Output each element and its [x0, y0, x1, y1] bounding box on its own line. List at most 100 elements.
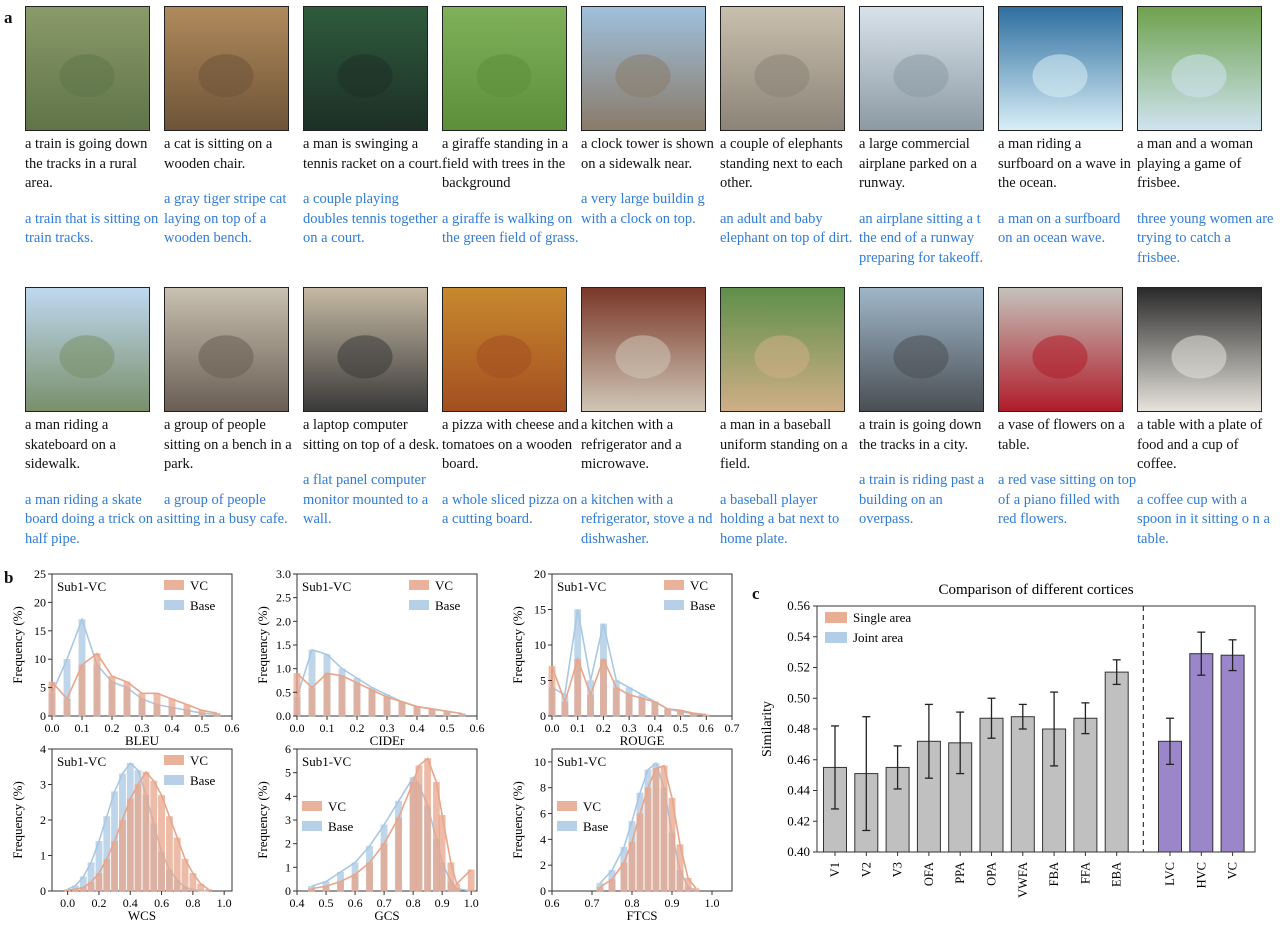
stimulus-image-fill [165, 288, 288, 411]
histogram-bar [134, 784, 142, 892]
x-tick-label: 0.5 [319, 896, 334, 910]
generated-caption: a couple of elephants standing next to e… [720, 136, 843, 191]
x-axis-label: CIDEr [370, 733, 405, 748]
histogram-bar [612, 687, 620, 717]
stimulus-image [998, 287, 1123, 412]
histogram-bar [119, 819, 126, 892]
x-tick-label: 0.5 [673, 721, 688, 735]
ground-truth-caption: a kitchen with a refrigerator, stove a n… [581, 491, 713, 547]
caption-cell: a kitchen with a refrigerator and a micr… [581, 287, 720, 549]
histogram-bar [142, 771, 150, 892]
x-tick-label: 1.0 [217, 896, 232, 910]
y-tick-label: 0 [540, 709, 546, 723]
stimulus-image [1137, 6, 1262, 131]
ground-truth-caption: a couple playing doubles tennis together… [303, 191, 438, 246]
stimulus-image [581, 287, 706, 412]
subject-tag: Sub1-VC [57, 579, 106, 594]
x-tick-label: 0.6 [348, 896, 363, 910]
bar [1010, 716, 1035, 853]
y-tick-label: 0 [40, 884, 46, 898]
histogram-bar [213, 712, 221, 717]
histogram-bar [415, 765, 423, 892]
generated-caption: a table with a plate of food and a cup o… [1137, 417, 1263, 472]
caption-cell: a man riding a surfboard on a wave in th… [998, 6, 1137, 249]
caption-cell: a giraffe standing in a field with trees… [442, 6, 581, 249]
bleu-histogram: 0.0 0.1 0.2 0.3 0.4 0.5 0.6 0 5 10 15 20 25 BLEU Frequ… [10, 567, 240, 748]
x-tick-label: 0.2 [350, 721, 365, 735]
histogram-bar [625, 694, 633, 717]
y-tick-label: 6 [285, 742, 291, 756]
x-axis-label: FTCS [626, 908, 657, 923]
y-tick-label: 1 [40, 849, 46, 863]
kde-curve [599, 764, 697, 889]
subject-tag: Sub1-VC [302, 754, 351, 769]
histogram-bar [323, 673, 331, 717]
legend-swatch [164, 600, 184, 610]
y-tick-label: 0.54 [787, 629, 810, 644]
generated-caption: a man is swinging a tennis racket on a c… [303, 136, 442, 172]
histogram-bar [63, 698, 71, 717]
x-tick-label: 0.4 [647, 721, 662, 735]
x-tick-label: 0.1 [570, 721, 585, 735]
image-subject [1032, 335, 1088, 379]
x-tick-label: OPA [985, 862, 999, 886]
x-tick-label: 0.1 [75, 721, 90, 735]
stimulus-image [164, 287, 289, 412]
legend-swatch [557, 821, 577, 831]
histogram-bar [409, 781, 417, 892]
y-tick-label: 25 [34, 567, 46, 581]
ground-truth-caption: a coffee cup with a spoon in it sitting … [1137, 491, 1270, 547]
histogram-bar [351, 874, 359, 892]
y-tick-label: 10 [34, 652, 46, 666]
caption-cell: a pizza with cheese and tomatoes on a wo… [442, 287, 581, 530]
histogram-bar [150, 780, 158, 892]
image-subject [59, 335, 115, 379]
histogram-bar [368, 689, 376, 717]
x-tick-label: 0.4 [410, 721, 425, 735]
wcs-histogram: 0.0 0.2 0.4 0.6 0.8 1.0 0 1 2 3 4 WCS Frequency (%) S… [10, 742, 233, 923]
legend-swatch [825, 612, 847, 623]
y-axis-label: Similarity [760, 701, 775, 757]
legend-swatch [164, 775, 184, 785]
caption-cell: a train is going down the tracks in a ru… [25, 6, 164, 249]
histogram-bar [353, 682, 361, 717]
y-tick-label: 0 [285, 884, 291, 898]
image-subject [476, 335, 532, 379]
caption-cell: a man riding a skateboard on a sidewalk.… [25, 287, 164, 549]
stimulus-image [164, 6, 289, 131]
histogram-bar [108, 676, 116, 717]
x-tick-label: 1.0 [705, 896, 720, 910]
y-tick-label: 8 [540, 781, 546, 795]
y-tick-label: 0.5 [276, 685, 291, 699]
histogram-bar [664, 708, 672, 717]
y-tick-label: 10 [534, 755, 546, 769]
x-tick-label: 0.4 [165, 721, 180, 735]
x-tick-label: VC [1226, 862, 1240, 879]
generated-caption: a man in a baseball uniform standing on … [720, 417, 848, 472]
y-tick-label: 20 [534, 567, 546, 581]
y-tick-label: 0.46 [787, 752, 810, 767]
image-subject [754, 335, 810, 379]
image-subject [476, 54, 532, 98]
y-tick-label: 0.50 [787, 690, 810, 705]
legend-swatch [409, 600, 429, 610]
generated-caption: a man and a woman playing a game of fris… [1137, 136, 1253, 191]
kde-curve [551, 656, 707, 716]
generated-caption: a giraffe standing in a field with trees… [442, 136, 569, 191]
ground-truth-caption: three young women are trying to catch a … [1137, 210, 1274, 266]
y-tick-label: 15 [534, 603, 546, 617]
stimulus-image-fill [999, 288, 1122, 411]
y-axis-label: Frequency (%) [10, 781, 25, 859]
x-tick-label: 0.2 [596, 721, 611, 735]
plot-frame [51, 748, 233, 892]
y-tick-label: 2 [40, 813, 46, 827]
stimulus-image [998, 6, 1123, 131]
image-subject [59, 54, 115, 98]
stimulus-image [1137, 287, 1262, 412]
y-tick-label: 3 [40, 778, 46, 792]
histogram-bar [395, 817, 403, 892]
stimulus-image-fill [443, 288, 566, 411]
legend-label: Base [190, 773, 216, 788]
generated-caption: a large commercial airplane parked on a … [859, 136, 977, 191]
ground-truth-caption: an airplane sitting a t the end of a run… [859, 210, 984, 266]
